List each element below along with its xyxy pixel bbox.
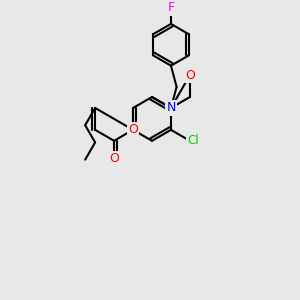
Text: O: O (109, 152, 119, 165)
Text: N: N (166, 101, 176, 115)
Text: Cl: Cl (187, 134, 199, 147)
Text: O: O (185, 69, 195, 82)
Text: O: O (128, 123, 138, 136)
Text: F: F (167, 2, 175, 14)
